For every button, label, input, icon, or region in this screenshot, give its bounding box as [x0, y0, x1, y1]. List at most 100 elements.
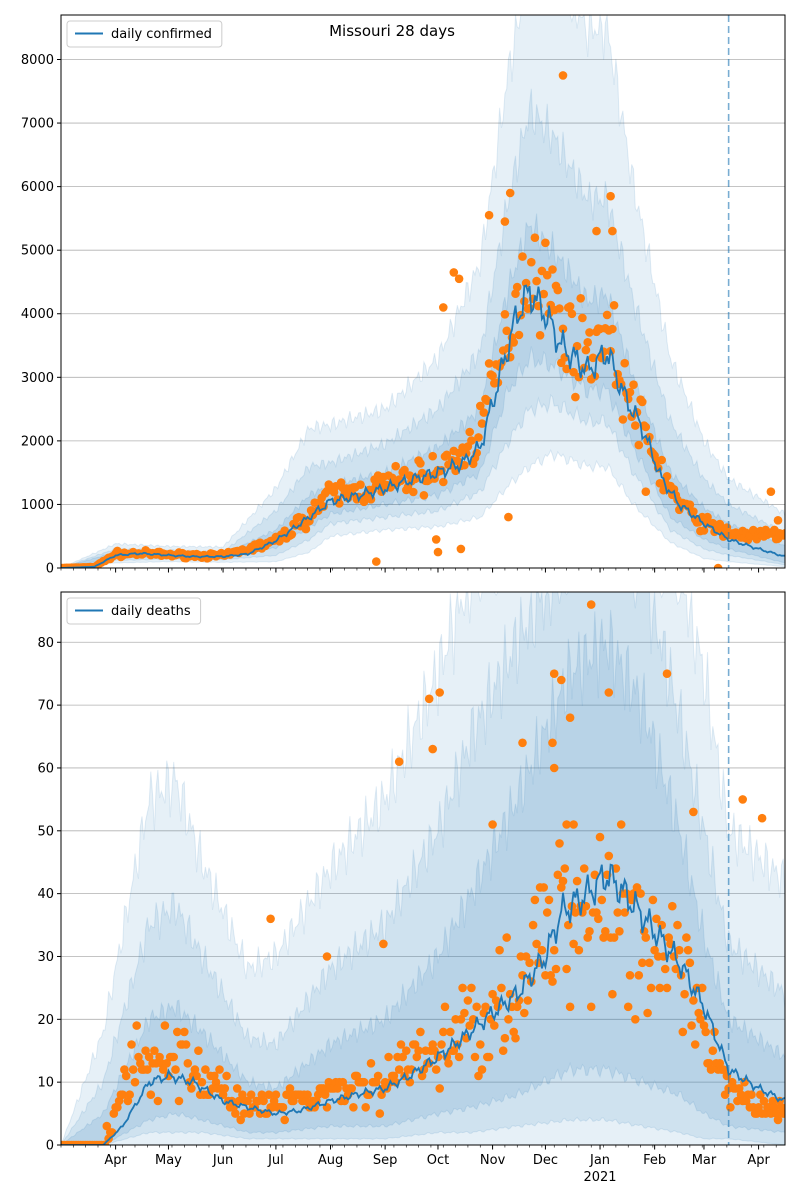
- observed-point: [146, 1090, 156, 1099]
- observed-point: [553, 870, 563, 880]
- observed-point: [477, 419, 487, 428]
- observed-point: [488, 371, 497, 381]
- observed-point: [636, 889, 645, 898]
- observed-point: [132, 1021, 141, 1030]
- y-tick-label: 6000: [21, 180, 54, 195]
- observed-point: [754, 1103, 763, 1112]
- observed-point: [528, 920, 538, 930]
- observed-point: [128, 1065, 138, 1074]
- observed-point: [616, 820, 626, 829]
- observed-point: [578, 313, 587, 323]
- x-tick-label: Nov: [480, 1153, 506, 1168]
- observed-point: [197, 1077, 207, 1087]
- observed-point: [571, 392, 580, 402]
- observed-point: [586, 600, 596, 609]
- observed-point: [243, 1096, 252, 1106]
- observed-point: [433, 547, 443, 557]
- observed-point: [719, 1065, 728, 1074]
- observed-point: [449, 1046, 459, 1055]
- observed-point: [645, 958, 654, 968]
- deaths-chart: 0 10 20 30 40 50 60 70 80 Apr May Jun Jul Aug Sep Oct N…: [37, 591, 786, 1185]
- observed-point: [638, 397, 647, 407]
- observed-point: [416, 1027, 425, 1037]
- observed-point: [204, 1090, 214, 1099]
- confirmed-chart: 0 1000 2000 3000 4000 5000 6000 7000 8000 Missou…: [21, 14, 786, 577]
- observed-point: [530, 233, 540, 242]
- x-axis-year-label: 2021: [583, 1170, 616, 1185]
- observed-point: [539, 883, 548, 892]
- observed-point: [181, 1040, 191, 1049]
- observed-point: [569, 820, 578, 829]
- observed-point: [520, 1008, 529, 1018]
- observed-point: [338, 1077, 348, 1087]
- observed-point: [618, 415, 628, 424]
- observed-point: [565, 302, 575, 311]
- observed-point: [502, 933, 512, 942]
- observed-point: [523, 996, 533, 1005]
- observed-point: [650, 945, 659, 955]
- observed-point: [539, 289, 548, 299]
- observed-point: [579, 864, 589, 873]
- observed-point: [372, 557, 381, 566]
- observed-point: [484, 1052, 494, 1062]
- observed-point: [690, 1040, 700, 1049]
- observed-point: [500, 1033, 510, 1043]
- observed-point: [454, 274, 464, 284]
- observed-point: [150, 1046, 159, 1055]
- observed-point: [465, 427, 475, 437]
- observed-point: [648, 895, 658, 905]
- observed-point: [662, 983, 672, 993]
- observed-point: [456, 1015, 466, 1024]
- observed-point: [625, 387, 635, 397]
- observed-point: [542, 908, 552, 917]
- observed-point: [555, 839, 564, 848]
- observed-point: [604, 851, 614, 861]
- y-tick-label: 80: [37, 636, 54, 651]
- chart-title: Missouri 28 days: [329, 22, 455, 40]
- observed-point: [697, 983, 707, 993]
- observed-point: [565, 713, 575, 722]
- observed-point: [153, 1096, 163, 1106]
- observed-point: [320, 1090, 330, 1099]
- observed-point: [430, 1046, 439, 1055]
- observed-point: [548, 265, 557, 274]
- observed-point: [509, 338, 518, 347]
- observed-point: [687, 1021, 696, 1030]
- observed-point: [680, 989, 689, 999]
- observed-point: [759, 1096, 769, 1106]
- y-tick-label: 2000: [21, 434, 54, 449]
- deaths-axes-frame: [60, 591, 786, 1146]
- observed-point: [685, 958, 695, 968]
- observed-point: [439, 303, 448, 312]
- observed-point: [537, 945, 547, 955]
- observed-point: [266, 914, 275, 924]
- observed-point: [180, 1027, 189, 1037]
- observed-point: [400, 465, 409, 475]
- observed-point: [505, 188, 515, 198]
- observed-point: [439, 477, 448, 487]
- observed-point: [220, 1084, 230, 1093]
- observed-point: [699, 526, 709, 535]
- uncertainty-band: [61, 592, 785, 1145]
- y-tick-label: 20: [37, 1013, 54, 1028]
- observed-point: [160, 1021, 170, 1030]
- observed-point: [431, 535, 441, 544]
- observed-point: [726, 1103, 735, 1112]
- observed-point: [548, 738, 557, 748]
- observed-point: [601, 927, 610, 936]
- observed-point: [356, 480, 365, 490]
- observed-point: [236, 1115, 245, 1125]
- observed-point: [361, 1103, 371, 1112]
- observed-point: [514, 330, 524, 340]
- uncertainty-band: [61, 609, 785, 1145]
- observed-point: [592, 226, 601, 236]
- observed-point: [623, 1002, 633, 1012]
- observed-point: [384, 1052, 393, 1062]
- y-tick-label: 0: [46, 1139, 54, 1154]
- observed-point: [511, 289, 520, 299]
- observed-point: [567, 309, 577, 319]
- observed-point: [396, 1040, 406, 1049]
- observed-point: [287, 530, 297, 539]
- observed-point: [431, 1065, 441, 1074]
- observed-point: [562, 964, 571, 974]
